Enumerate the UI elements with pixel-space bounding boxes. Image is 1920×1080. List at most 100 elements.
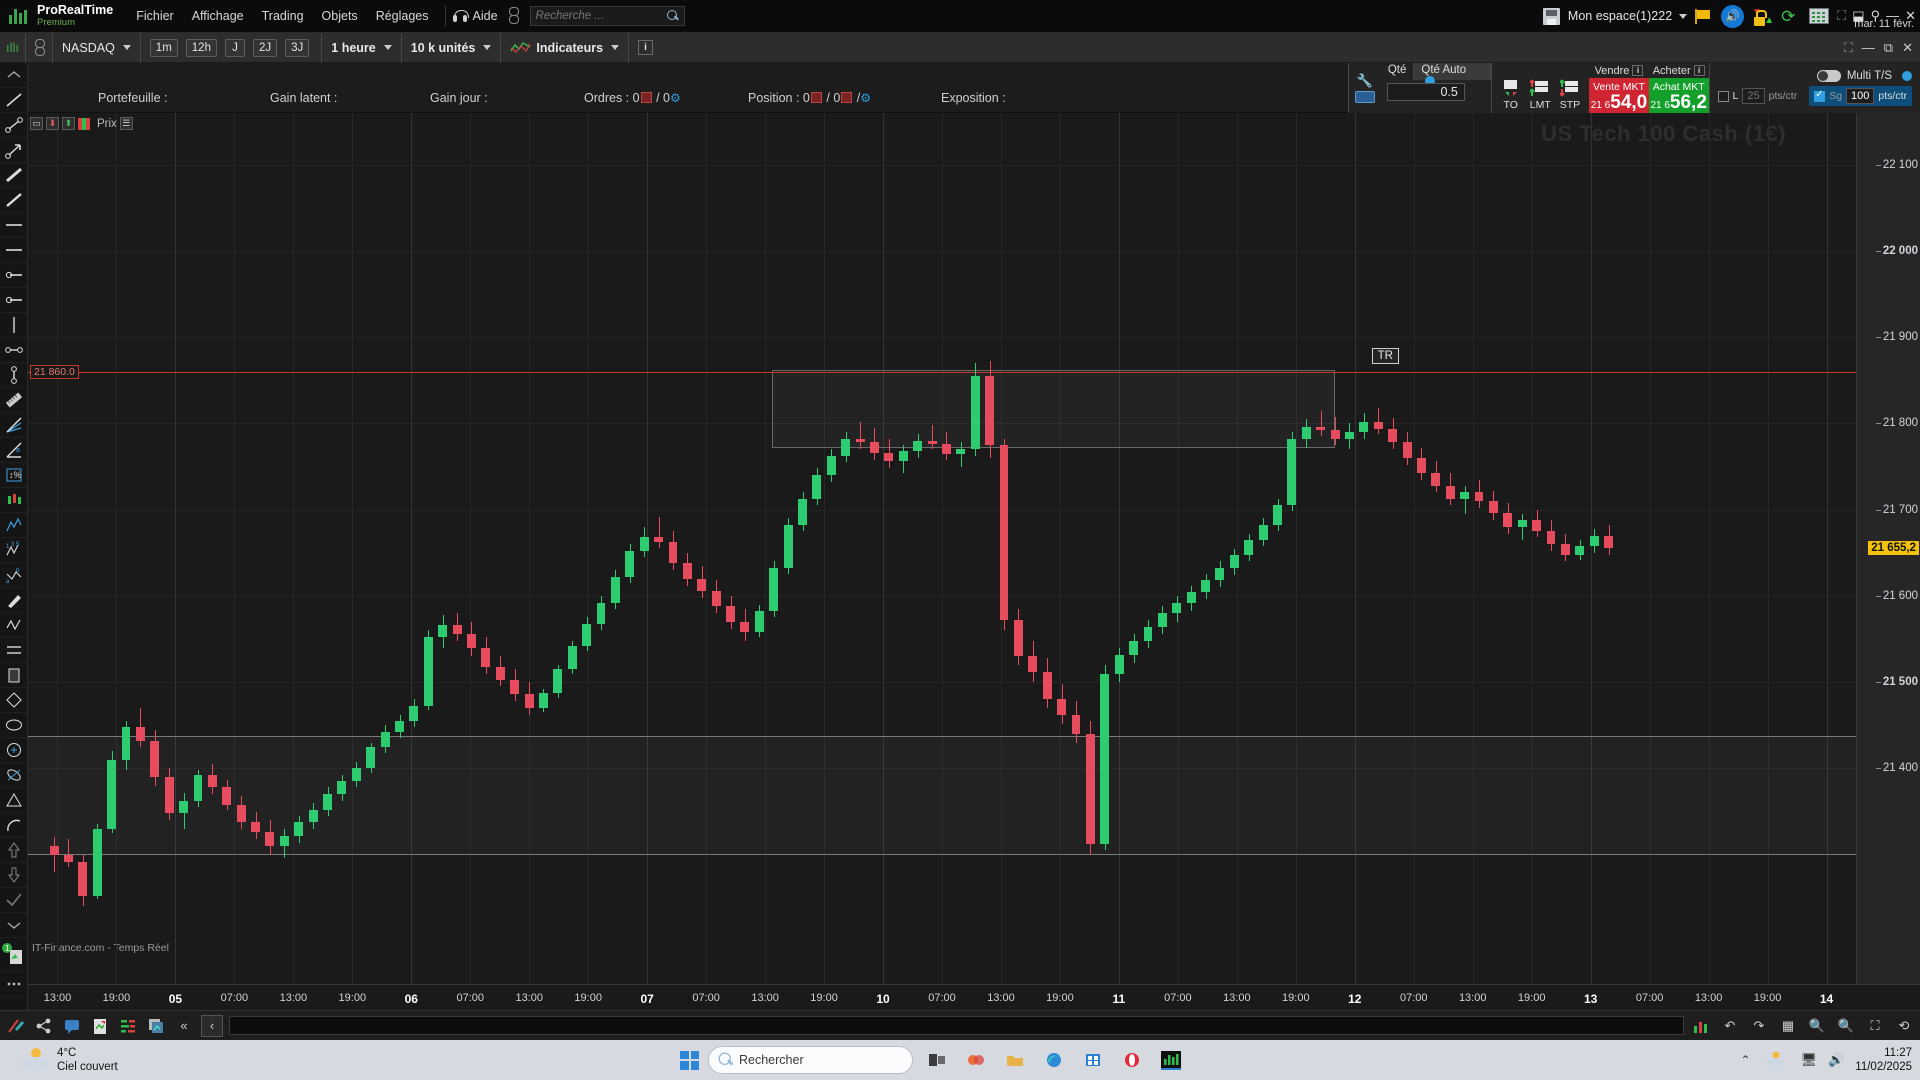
wrench-icon[interactable]: 🔧 xyxy=(1356,73,1373,88)
office-icon[interactable] xyxy=(961,1045,991,1075)
menu-affichage[interactable]: Affichage xyxy=(191,9,244,23)
collapse-icon[interactable]: ▭ xyxy=(30,117,43,130)
close-icon[interactable]: ✕ xyxy=(1905,8,1916,23)
percent-range-icon[interactable]: ↕% xyxy=(0,463,27,488)
ray-icon[interactable] xyxy=(0,138,27,163)
taskview-icon[interactable] xyxy=(922,1045,952,1075)
menu-fichier[interactable]: Fichier xyxy=(136,9,174,23)
explorer-icon[interactable] xyxy=(1000,1045,1030,1075)
upper-supply-zone[interactable] xyxy=(771,369,1335,448)
edge-icon[interactable] xyxy=(1039,1045,1069,1075)
alert-lock-icon[interactable]: ▼ ▲ xyxy=(1752,7,1774,26)
start-button-icon[interactable] xyxy=(680,1050,699,1070)
last-price-tag[interactable]: 21 655,2 xyxy=(1868,541,1919,556)
volume-icon[interactable]: 🔊 xyxy=(1828,1052,1845,1067)
collapse-icon[interactable]: « xyxy=(180,1018,188,1033)
info-icon[interactable]: i xyxy=(1693,65,1705,76)
multi-ts-toggle[interactable] xyxy=(1816,70,1841,82)
arrow-up-icon[interactable] xyxy=(0,838,27,863)
depth-icon[interactable] xyxy=(117,1015,139,1037)
menu-trading[interactable]: Trading xyxy=(261,9,304,23)
fibonacci-fan-icon[interactable] xyxy=(0,413,27,438)
onedrive-icon[interactable] xyxy=(1765,1051,1786,1069)
list-icon[interactable]: ☰ xyxy=(119,117,133,130)
l-value-input[interactable]: 25 xyxy=(1742,88,1765,104)
chart-expand-icon[interactable]: ⛶ xyxy=(1843,39,1853,55)
price-range-icon[interactable] xyxy=(0,338,27,363)
more-tools-icon[interactable] xyxy=(0,972,27,997)
tf-12h[interactable]: 12h xyxy=(185,38,217,57)
dock-icon[interactable]: ⬓ xyxy=(1852,8,1865,23)
add-down-icon[interactable]: ⬇ xyxy=(46,117,59,130)
lower-demand-band[interactable] xyxy=(28,735,1856,855)
flag-icon[interactable] xyxy=(1695,8,1713,24)
tf-2j[interactable]: 2J xyxy=(252,38,278,57)
time-axis[interactable]: 13:00 19:00 05 07:00 13:00 19:00 06 07:00 13:00 1… xyxy=(28,984,1920,1010)
redo-icon[interactable]: ↷ xyxy=(1753,1017,1765,1033)
circle-icon[interactable] xyxy=(0,738,27,763)
zoom-out-icon[interactable]: 🔍 xyxy=(1808,1017,1826,1033)
indicators-button[interactable]: Indicateurs xyxy=(501,32,630,63)
price-plot[interactable]: US Tech 100 Cash (1€) IT-Finance.com - T… xyxy=(28,113,1856,984)
opera-icon[interactable] xyxy=(1117,1045,1147,1075)
sg-value-input[interactable]: 100 xyxy=(1846,88,1875,104)
gear-icon[interactable]: ⚙ xyxy=(860,91,871,105)
taskbar-clock[interactable]: 11:27 11/02/2025 xyxy=(1855,1046,1912,1075)
network-icon[interactable]: 🖥 xyxy=(1800,1052,1818,1067)
ruler-icon[interactable] xyxy=(0,388,27,413)
l-checkbox[interactable] xyxy=(1717,90,1729,102)
ellipse-icon[interactable] xyxy=(0,713,27,738)
sell-market-button[interactable]: Vente MKT 21 6 54,0 xyxy=(1589,78,1649,113)
back-icon[interactable]: ‹ xyxy=(201,1014,223,1037)
rotated-ellipse-icon[interactable] xyxy=(0,763,27,788)
taskbar-search-input[interactable]: Rechercher xyxy=(708,1046,913,1074)
chart-area[interactable]: ▭ ⬇ ⬆ Prix ☰ US Tech 100 Cash (1€) IT-Fi… xyxy=(28,113,1920,1010)
info-icon[interactable]: i xyxy=(1632,65,1644,76)
vertical-range-icon[interactable] xyxy=(0,363,27,388)
tf-j[interactable]: J xyxy=(224,38,245,57)
sg-checkbox[interactable] xyxy=(1814,89,1826,102)
grid-icon[interactable]: ▦ xyxy=(1781,1017,1795,1033)
refresh-icon[interactable]: ⟳ xyxy=(1781,6,1796,26)
link-chain-icon[interactable] xyxy=(506,6,520,26)
check-mark-icon[interactable] xyxy=(0,888,27,913)
order-type-to[interactable]: TO xyxy=(1501,78,1521,111)
market-selector[interactable]: NASDAQ xyxy=(53,32,141,63)
store-icon[interactable] xyxy=(1078,1045,1108,1075)
appbar-input[interactable] xyxy=(229,1016,1684,1035)
draw-tool-icon[interactable] xyxy=(5,1015,27,1037)
diamond-icon[interactable] xyxy=(0,688,27,713)
chart-minimize-icon[interactable]: — xyxy=(1861,40,1875,55)
vertical-line-icon[interactable] xyxy=(0,313,27,338)
chart-restore-icon[interactable]: ⧉ xyxy=(1883,39,1894,55)
polyline-icon[interactable] xyxy=(0,613,27,638)
report-icon[interactable] xyxy=(89,1015,111,1037)
arrow-down-icon[interactable] xyxy=(0,863,27,888)
candle-pattern-icon[interactable] xyxy=(0,488,27,513)
collapse-up-icon[interactable] xyxy=(0,63,27,88)
thick-trendline-icon[interactable] xyxy=(0,163,27,188)
undo-icon[interactable]: ↶ xyxy=(1724,1017,1736,1033)
qte-tab[interactable]: Qté xyxy=(1381,63,1415,80)
horizontal-ray-2-icon[interactable] xyxy=(0,288,27,313)
show-hidden-icons-icon[interactable]: ⌃ xyxy=(1740,1053,1751,1067)
menu-reglages[interactable]: Réglages xyxy=(375,9,429,23)
units-selector[interactable]: 10 k unités xyxy=(402,32,502,63)
fullscreen-icon[interactable]: ⛶ xyxy=(1870,1017,1880,1033)
help-button[interactable]: Aide xyxy=(452,9,498,23)
weather-widget[interactable]: 4°C Ciel couvert xyxy=(0,1046,118,1075)
buy-market-button[interactable]: Achat MKT 21 6 56,2 xyxy=(1648,78,1709,113)
qte-auto-tab[interactable]: Qté Auto xyxy=(1414,63,1491,86)
alert-price-line[interactable] xyxy=(28,371,1856,373)
order-type-stp[interactable]: STP xyxy=(1559,78,1580,111)
menu-objets[interactable]: Objets xyxy=(321,9,358,23)
reset-icon[interactable]: ⟲ xyxy=(1898,1017,1910,1033)
chat-icon[interactable] xyxy=(61,1015,83,1037)
restore-icon[interactable]: ⛶ xyxy=(1837,8,1847,23)
workspace-selector[interactable]: Mon espace(1)222 xyxy=(1568,9,1688,23)
calculator-icon[interactable] xyxy=(1809,8,1830,24)
rectangle-icon[interactable] xyxy=(0,663,27,688)
templates-icon[interactable]: 1 xyxy=(0,938,27,972)
